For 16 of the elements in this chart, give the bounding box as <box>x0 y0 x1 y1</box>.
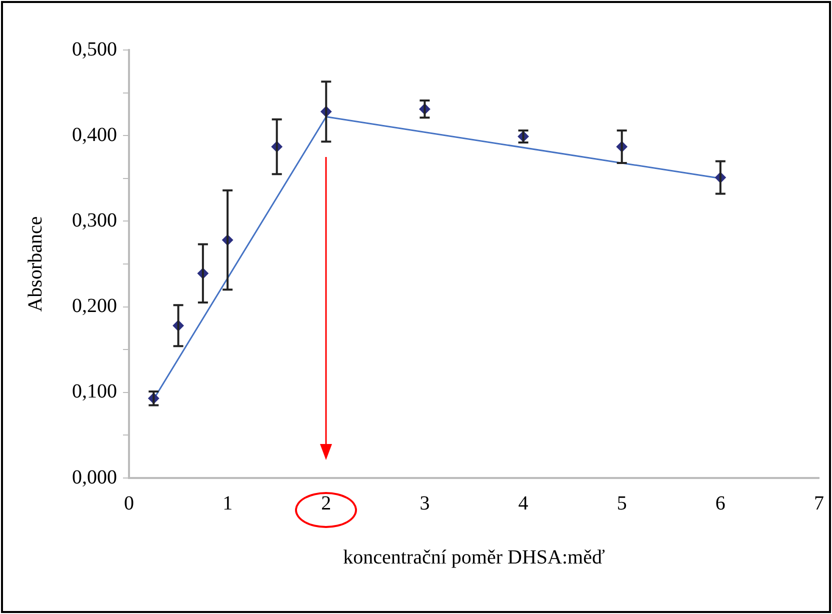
y-tick-label: 0,000 <box>72 466 117 488</box>
y-tick-label: 0,400 <box>72 124 117 146</box>
x-tick-label: 7 <box>814 492 824 514</box>
x-tick-label: 6 <box>715 492 726 514</box>
x-tick-label: 5 <box>616 492 627 514</box>
x-tick-label: 2 <box>321 492 332 514</box>
x-axis-title: koncentrační poměr DHSA:měď <box>343 546 605 568</box>
x-tick-label: 3 <box>420 492 430 514</box>
y-tick-label: 0,500 <box>72 38 117 60</box>
x-tick-label: 1 <box>222 492 233 514</box>
y-axis-title: Absorbance <box>24 216 46 312</box>
x-tick-label: 0 <box>124 492 134 514</box>
y-tick-label: 0,200 <box>72 295 117 318</box>
y-tick-label: 0,100 <box>72 380 117 403</box>
x-tick-label: 4 <box>518 492 528 514</box>
y-tick-label: 0,300 <box>72 209 117 232</box>
